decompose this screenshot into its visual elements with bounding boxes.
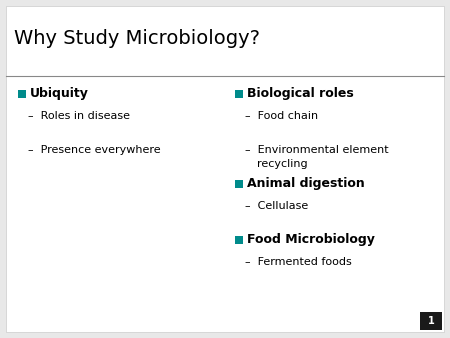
FancyBboxPatch shape (420, 312, 442, 330)
FancyBboxPatch shape (235, 180, 243, 188)
Text: –  Fermented foods: – Fermented foods (245, 257, 352, 267)
Text: –  Food chain: – Food chain (245, 111, 318, 121)
Text: –  Roles in disease: – Roles in disease (28, 111, 130, 121)
Text: –  Cellulase: – Cellulase (245, 201, 308, 211)
Text: –  Environmental element: – Environmental element (245, 145, 389, 155)
FancyBboxPatch shape (235, 236, 243, 244)
Text: Animal digestion: Animal digestion (247, 177, 365, 191)
FancyBboxPatch shape (6, 6, 444, 332)
Text: Ubiquity: Ubiquity (30, 88, 89, 100)
FancyBboxPatch shape (18, 90, 26, 98)
Text: Biological roles: Biological roles (247, 88, 354, 100)
Text: –  Presence everywhere: – Presence everywhere (28, 145, 161, 155)
Text: 1: 1 (428, 316, 434, 326)
Text: recycling: recycling (257, 159, 308, 169)
FancyBboxPatch shape (235, 90, 243, 98)
Text: Why Study Microbiology?: Why Study Microbiology? (14, 29, 260, 48)
Text: Food Microbiology: Food Microbiology (247, 234, 375, 246)
